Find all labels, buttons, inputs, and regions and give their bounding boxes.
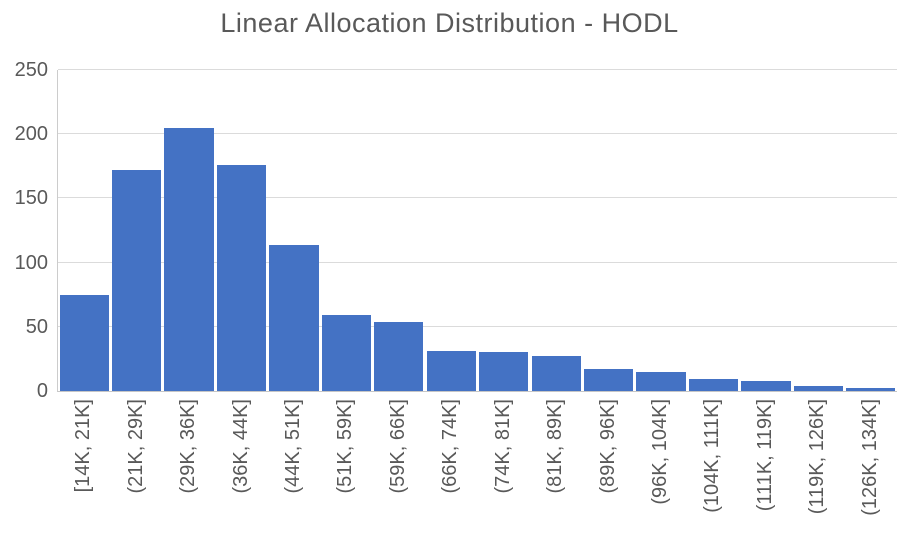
bar [59, 294, 109, 391]
gridline [58, 197, 897, 199]
x-tick-label: (81K, 89K] [544, 399, 567, 494]
x-axis: [14K, 21K] (21K, 29K] (29K, 36K] (36K, 44K]… [57, 399, 896, 535]
x-label-slot: [14K, 21K] [57, 399, 109, 535]
bar [583, 369, 634, 391]
plot-area [57, 69, 897, 392]
bar [321, 315, 372, 391]
gridline [58, 133, 897, 135]
bar [688, 379, 739, 391]
bar [269, 244, 319, 391]
x-tick-label: (44K, 51K] [281, 399, 304, 494]
gridline [58, 261, 897, 263]
x-label-slot: (59K, 66K] [372, 399, 424, 535]
chart-title: Linear Allocation Distribution - HODL [220, 8, 679, 38]
y-tick-label: 100 [14, 251, 48, 274]
bar [479, 352, 529, 391]
x-tick-label: (89K, 96K] [596, 399, 619, 494]
x-label-slot: (81K, 89K] [529, 399, 581, 535]
bar [846, 388, 896, 391]
x-tick-label: (36K, 44K] [229, 399, 252, 494]
x-label-slot: (44K, 51K] [267, 399, 319, 535]
x-label-slot: (29K, 36K] [162, 399, 214, 535]
bar [164, 127, 214, 391]
y-tick-label: 200 [14, 123, 48, 146]
x-label-slot: (126K, 134K] [844, 399, 896, 535]
x-label-slot: (111K, 119K] [739, 399, 791, 535]
bar [374, 321, 424, 391]
x-tick-label: (74K, 81K] [491, 399, 514, 494]
x-tick-label: (111K, 119K] [753, 399, 776, 512]
x-label-slot: (74K, 81K] [477, 399, 529, 535]
x-label-slot: (21K, 29K] [109, 399, 161, 535]
x-tick-label: (51K, 59K] [334, 399, 357, 494]
y-tick-label: 250 [14, 59, 48, 81]
x-label-slot: (36K, 44K] [214, 399, 266, 535]
x-tick-label: (119K, 126K] [806, 399, 829, 515]
x-tick-label: (126K, 134K] [858, 399, 881, 516]
x-tick-label: (66K, 74K] [439, 399, 462, 494]
x-tick-label: (96K, 104K] [649, 399, 672, 505]
bar [741, 380, 791, 391]
bar [531, 356, 581, 391]
x-label-slot: (119K, 126K] [791, 399, 843, 535]
x-label-slot: (89K, 96K] [581, 399, 633, 535]
y-tick-label: 150 [14, 187, 48, 210]
x-tick-label: (59K, 66K] [386, 399, 409, 494]
bar [793, 385, 843, 391]
y-tick-label: 0 [36, 380, 48, 402]
x-label-slot: (66K, 74K] [424, 399, 476, 535]
x-label-slot: (51K, 59K] [319, 399, 371, 535]
bar [112, 170, 162, 391]
x-tick-label: (29K, 36K] [177, 399, 200, 494]
bar [426, 351, 476, 391]
x-tick-label: (21K, 29K] [124, 399, 147, 494]
x-tick-label: (104K, 111K] [701, 399, 724, 513]
x-label-slot: (96K, 104K] [634, 399, 686, 535]
x-tick-label: [14K, 21K] [72, 399, 95, 493]
x-label-slot: (104K, 111K] [686, 399, 738, 535]
gridline [58, 325, 897, 327]
gridline [58, 69, 897, 70]
y-tick-label: 50 [25, 315, 48, 338]
bar [216, 165, 267, 391]
bar [636, 371, 686, 391]
